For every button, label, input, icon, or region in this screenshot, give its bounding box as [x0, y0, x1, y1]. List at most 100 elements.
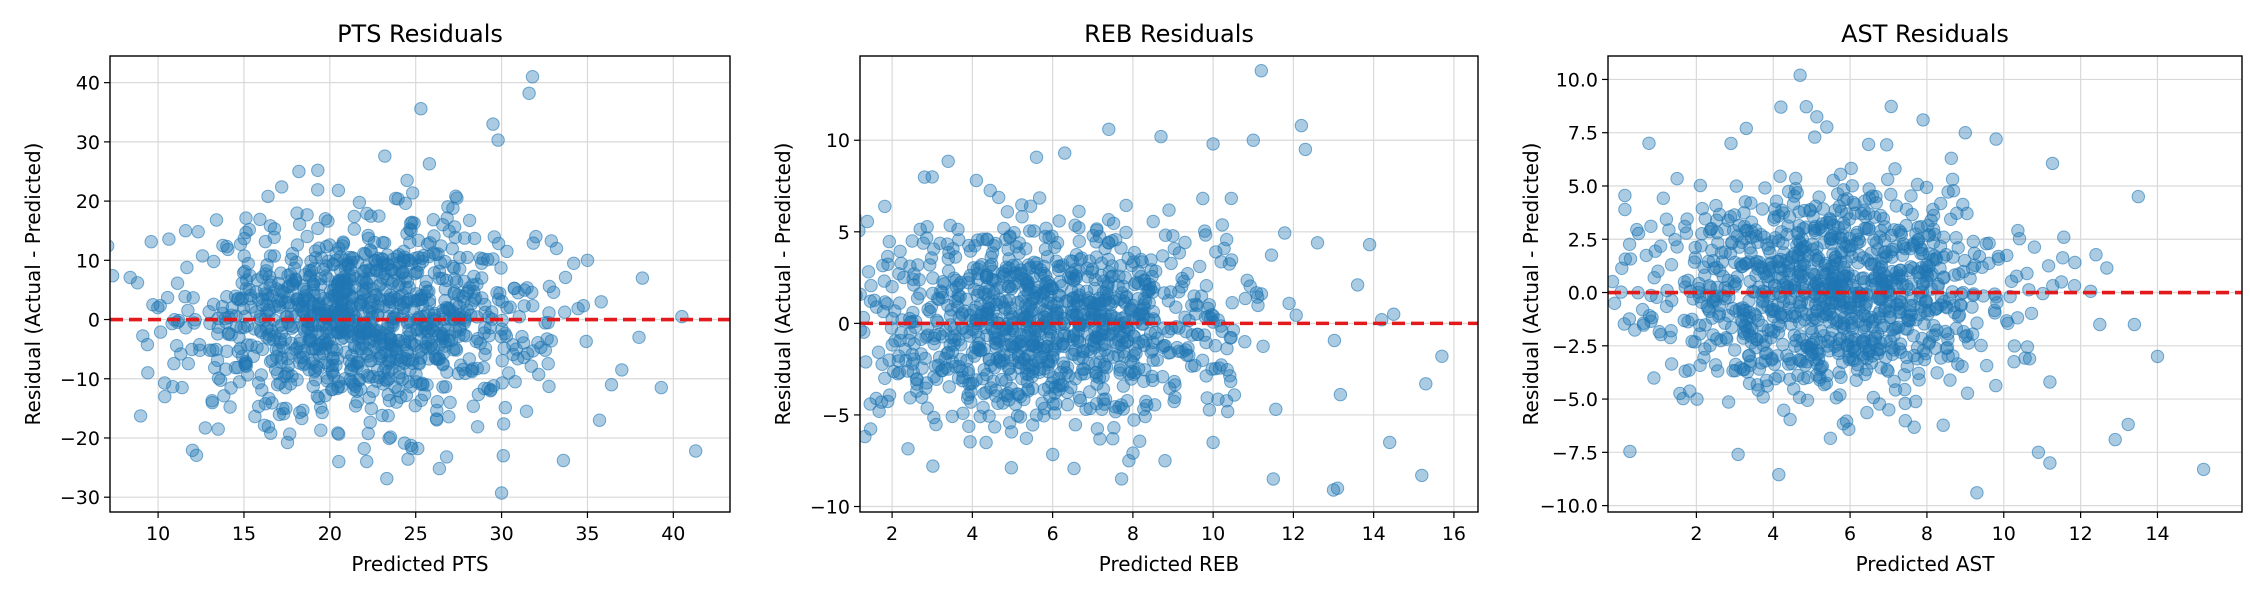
data-point	[1146, 353, 1160, 367]
data-point	[1266, 472, 1281, 486]
y-tick-label: −7.5	[1552, 442, 1598, 464]
data-point	[1161, 294, 1176, 308]
data-point	[1904, 308, 1918, 322]
data-point	[1864, 356, 1879, 370]
data-point	[314, 400, 328, 414]
data-point	[948, 250, 963, 264]
data-point	[462, 213, 477, 228]
x-tick-label: 40	[661, 523, 685, 545]
data-point	[1114, 241, 1128, 255]
data-point	[894, 256, 908, 270]
data-point	[2020, 266, 2034, 281]
data-point	[1278, 226, 1292, 240]
data-point	[1051, 259, 1066, 273]
data-point	[1144, 263, 1159, 277]
data-point	[1670, 171, 1684, 186]
data-point	[1772, 369, 1786, 383]
data-point	[544, 234, 558, 248]
data-point	[1848, 300, 1862, 315]
data-point	[224, 381, 238, 395]
data-point	[989, 330, 1003, 344]
data-point	[401, 346, 415, 360]
data-point	[476, 252, 490, 266]
data-point	[228, 289, 243, 303]
data-point	[233, 341, 248, 355]
data-point	[395, 372, 410, 386]
data-point	[1677, 313, 1691, 328]
data-point	[357, 441, 371, 456]
data-point	[1789, 171, 1803, 186]
data-point	[1733, 257, 1748, 271]
data-point	[1873, 342, 1887, 356]
data-point	[2043, 375, 2057, 389]
data-point	[1028, 330, 1042, 345]
x-tick-label: 6	[1844, 523, 1856, 545]
data-point	[2056, 251, 2070, 265]
data-point	[216, 238, 230, 253]
data-point	[1087, 281, 1102, 296]
data-point	[1718, 222, 1732, 236]
data-point	[446, 343, 461, 357]
data-point	[211, 320, 225, 334]
data-point	[893, 244, 907, 259]
y-tick-label: 10	[76, 250, 100, 272]
data-point	[1690, 392, 1704, 406]
data-point	[951, 371, 966, 385]
data-point	[1787, 382, 1801, 396]
data-point	[1783, 412, 1797, 427]
data-point	[1004, 425, 1019, 439]
data-point	[181, 356, 196, 371]
data-point	[1622, 312, 1637, 326]
data-point	[1180, 348, 1194, 362]
data-point	[1991, 249, 2006, 264]
data-point	[1222, 257, 1237, 271]
data-point	[1043, 389, 1057, 404]
data-point	[1773, 169, 1787, 183]
data-point	[1937, 294, 1951, 309]
data-point	[1014, 341, 1029, 355]
data-point	[308, 244, 323, 258]
data-point	[935, 285, 949, 300]
data-point	[1958, 253, 1972, 268]
data-point	[1912, 373, 1926, 387]
data-point	[1298, 142, 1313, 157]
data-point	[1833, 167, 1848, 182]
data-point	[1837, 268, 1851, 282]
data-point	[1810, 110, 1824, 124]
data-point	[571, 301, 585, 316]
data-point	[478, 347, 492, 362]
data-point	[1648, 244, 1663, 258]
data-point	[1845, 250, 1859, 264]
data-point	[2057, 230, 2071, 244]
data-point	[1662, 223, 1676, 237]
data-point	[911, 258, 925, 272]
data-point	[325, 382, 339, 397]
data-point	[878, 199, 892, 214]
data-point	[963, 435, 977, 449]
data-point	[1772, 467, 1786, 482]
data-point	[1240, 273, 1254, 287]
data-point	[558, 270, 573, 285]
data-point	[422, 157, 437, 171]
data-point	[1158, 454, 1172, 468]
data-point	[1884, 99, 1898, 114]
data-point	[1767, 213, 1781, 227]
data-point	[1058, 146, 1072, 160]
data-point	[133, 409, 148, 423]
data-point	[348, 399, 363, 413]
data-point	[1167, 242, 1182, 256]
data-point	[265, 396, 279, 410]
data-point	[1941, 349, 1955, 363]
data-point	[1845, 316, 1859, 330]
data-point	[878, 295, 892, 309]
data-point	[401, 452, 415, 466]
data-point	[445, 242, 459, 256]
data-point	[1944, 151, 1959, 166]
x-axis-label: Predicted AST	[1856, 552, 1996, 576]
data-point	[1828, 203, 1843, 218]
data-point	[812, 222, 824, 234]
data-point	[1196, 191, 1210, 206]
data-point	[1823, 231, 1838, 245]
data-point	[1065, 266, 1079, 280]
data-point	[1137, 274, 1152, 288]
